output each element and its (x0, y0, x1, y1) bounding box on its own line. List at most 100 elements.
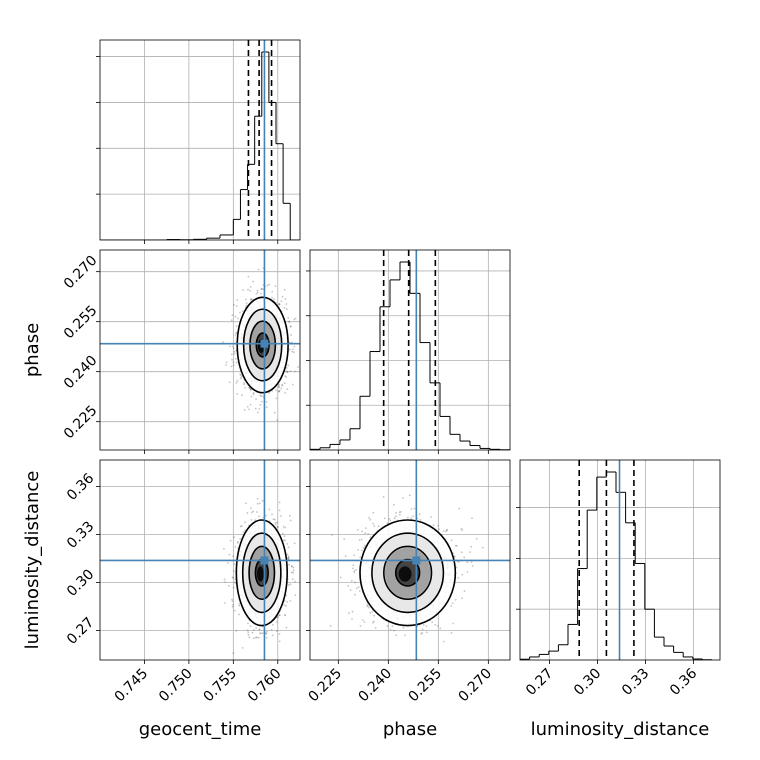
sample-point (239, 373, 242, 376)
sample-point (471, 565, 474, 567)
sample-point (461, 573, 464, 576)
sample-point (229, 539, 232, 542)
sample-point (274, 523, 277, 526)
sample-point (277, 384, 280, 387)
sample-point (234, 357, 237, 360)
sample-point (239, 311, 241, 314)
sample-point (442, 530, 445, 532)
sample-point (234, 545, 237, 548)
sample-point (258, 515, 260, 518)
sample-point (233, 350, 236, 353)
sample-point (265, 400, 268, 403)
sample-point (364, 532, 367, 534)
sample-point (280, 300, 283, 303)
sample-point (371, 611, 374, 613)
contour-line (248, 545, 276, 600)
sample-point (283, 382, 286, 385)
sample-point (225, 364, 228, 366)
contour-line (371, 532, 445, 614)
sample-point (250, 519, 253, 521)
sample-point (236, 392, 239, 395)
sample-point (283, 604, 285, 606)
sample-point (425, 631, 428, 634)
sample-point (439, 627, 442, 630)
sample-point (286, 388, 289, 390)
sample-point (288, 320, 291, 323)
sample-point (386, 522, 389, 524)
sample-point (273, 411, 276, 414)
sample-point (350, 579, 353, 582)
gridlines (310, 250, 510, 450)
sample-point (374, 626, 377, 629)
sample-point (243, 382, 246, 384)
sample-point (234, 334, 237, 336)
sample-point (271, 290, 274, 293)
sample-point (289, 348, 291, 351)
sample-point (256, 289, 259, 292)
sample-point (241, 310, 244, 312)
sample-point (276, 616, 279, 619)
sample-point (253, 637, 255, 640)
sample-point (276, 419, 279, 422)
sample-point (256, 291, 259, 294)
sample-point (278, 501, 281, 504)
sample-point (290, 565, 293, 568)
sample-point (293, 351, 295, 354)
sample-point (283, 288, 286, 291)
sample-point (353, 571, 356, 574)
sample-point (442, 640, 445, 643)
histogram-panel-luminosity_distance (519, 459, 721, 661)
sample-point (245, 302, 248, 304)
sample-point (260, 292, 262, 295)
joint-frame (309, 459, 511, 661)
sample-point (291, 383, 294, 386)
sample-point (274, 285, 277, 288)
sample-point (354, 593, 356, 596)
sample-point (357, 586, 360, 588)
sample-point (281, 383, 283, 386)
sample-point (271, 513, 273, 516)
sample-point (229, 345, 231, 348)
sample-point (349, 589, 352, 591)
sample-point (437, 624, 439, 627)
histogram-geocent_time (100, 40, 300, 240)
sample-point (235, 325, 238, 327)
sample-point (278, 302, 281, 305)
sample-point (240, 525, 243, 528)
sample-point (252, 629, 255, 631)
sample-point (285, 376, 287, 378)
sample-point (437, 524, 440, 527)
sample-point (372, 621, 374, 624)
sample-point (358, 539, 361, 541)
joint-frame (99, 249, 301, 451)
sample-point (421, 632, 424, 634)
sample-point (289, 325, 292, 328)
joint-panel-phase-luminosity_distance (310, 460, 510, 660)
sample-point (470, 561, 473, 563)
sample-point (373, 525, 376, 527)
sample-point (232, 586, 235, 589)
sample-point (233, 563, 236, 565)
sample-point (279, 515, 282, 517)
sample-point (353, 554, 356, 557)
sample-point (277, 616, 279, 618)
sample-point (287, 557, 290, 560)
sample-point (373, 620, 375, 623)
sample-point (247, 288, 249, 291)
sample-point (271, 296, 273, 299)
sample-point (281, 295, 284, 298)
sample-point (389, 628, 392, 631)
sample-point (471, 517, 473, 520)
sample-point (386, 625, 389, 627)
sample-point (361, 619, 364, 621)
sample-point (420, 632, 423, 635)
sample-point (250, 395, 253, 398)
sample-point (410, 508, 413, 510)
sample-point (249, 286, 252, 288)
sample-point (362, 546, 365, 549)
sample-point (249, 298, 252, 300)
sample-point (231, 598, 233, 601)
sample-point (239, 537, 242, 540)
sample-point (260, 400, 263, 403)
sample-point (367, 606, 370, 609)
